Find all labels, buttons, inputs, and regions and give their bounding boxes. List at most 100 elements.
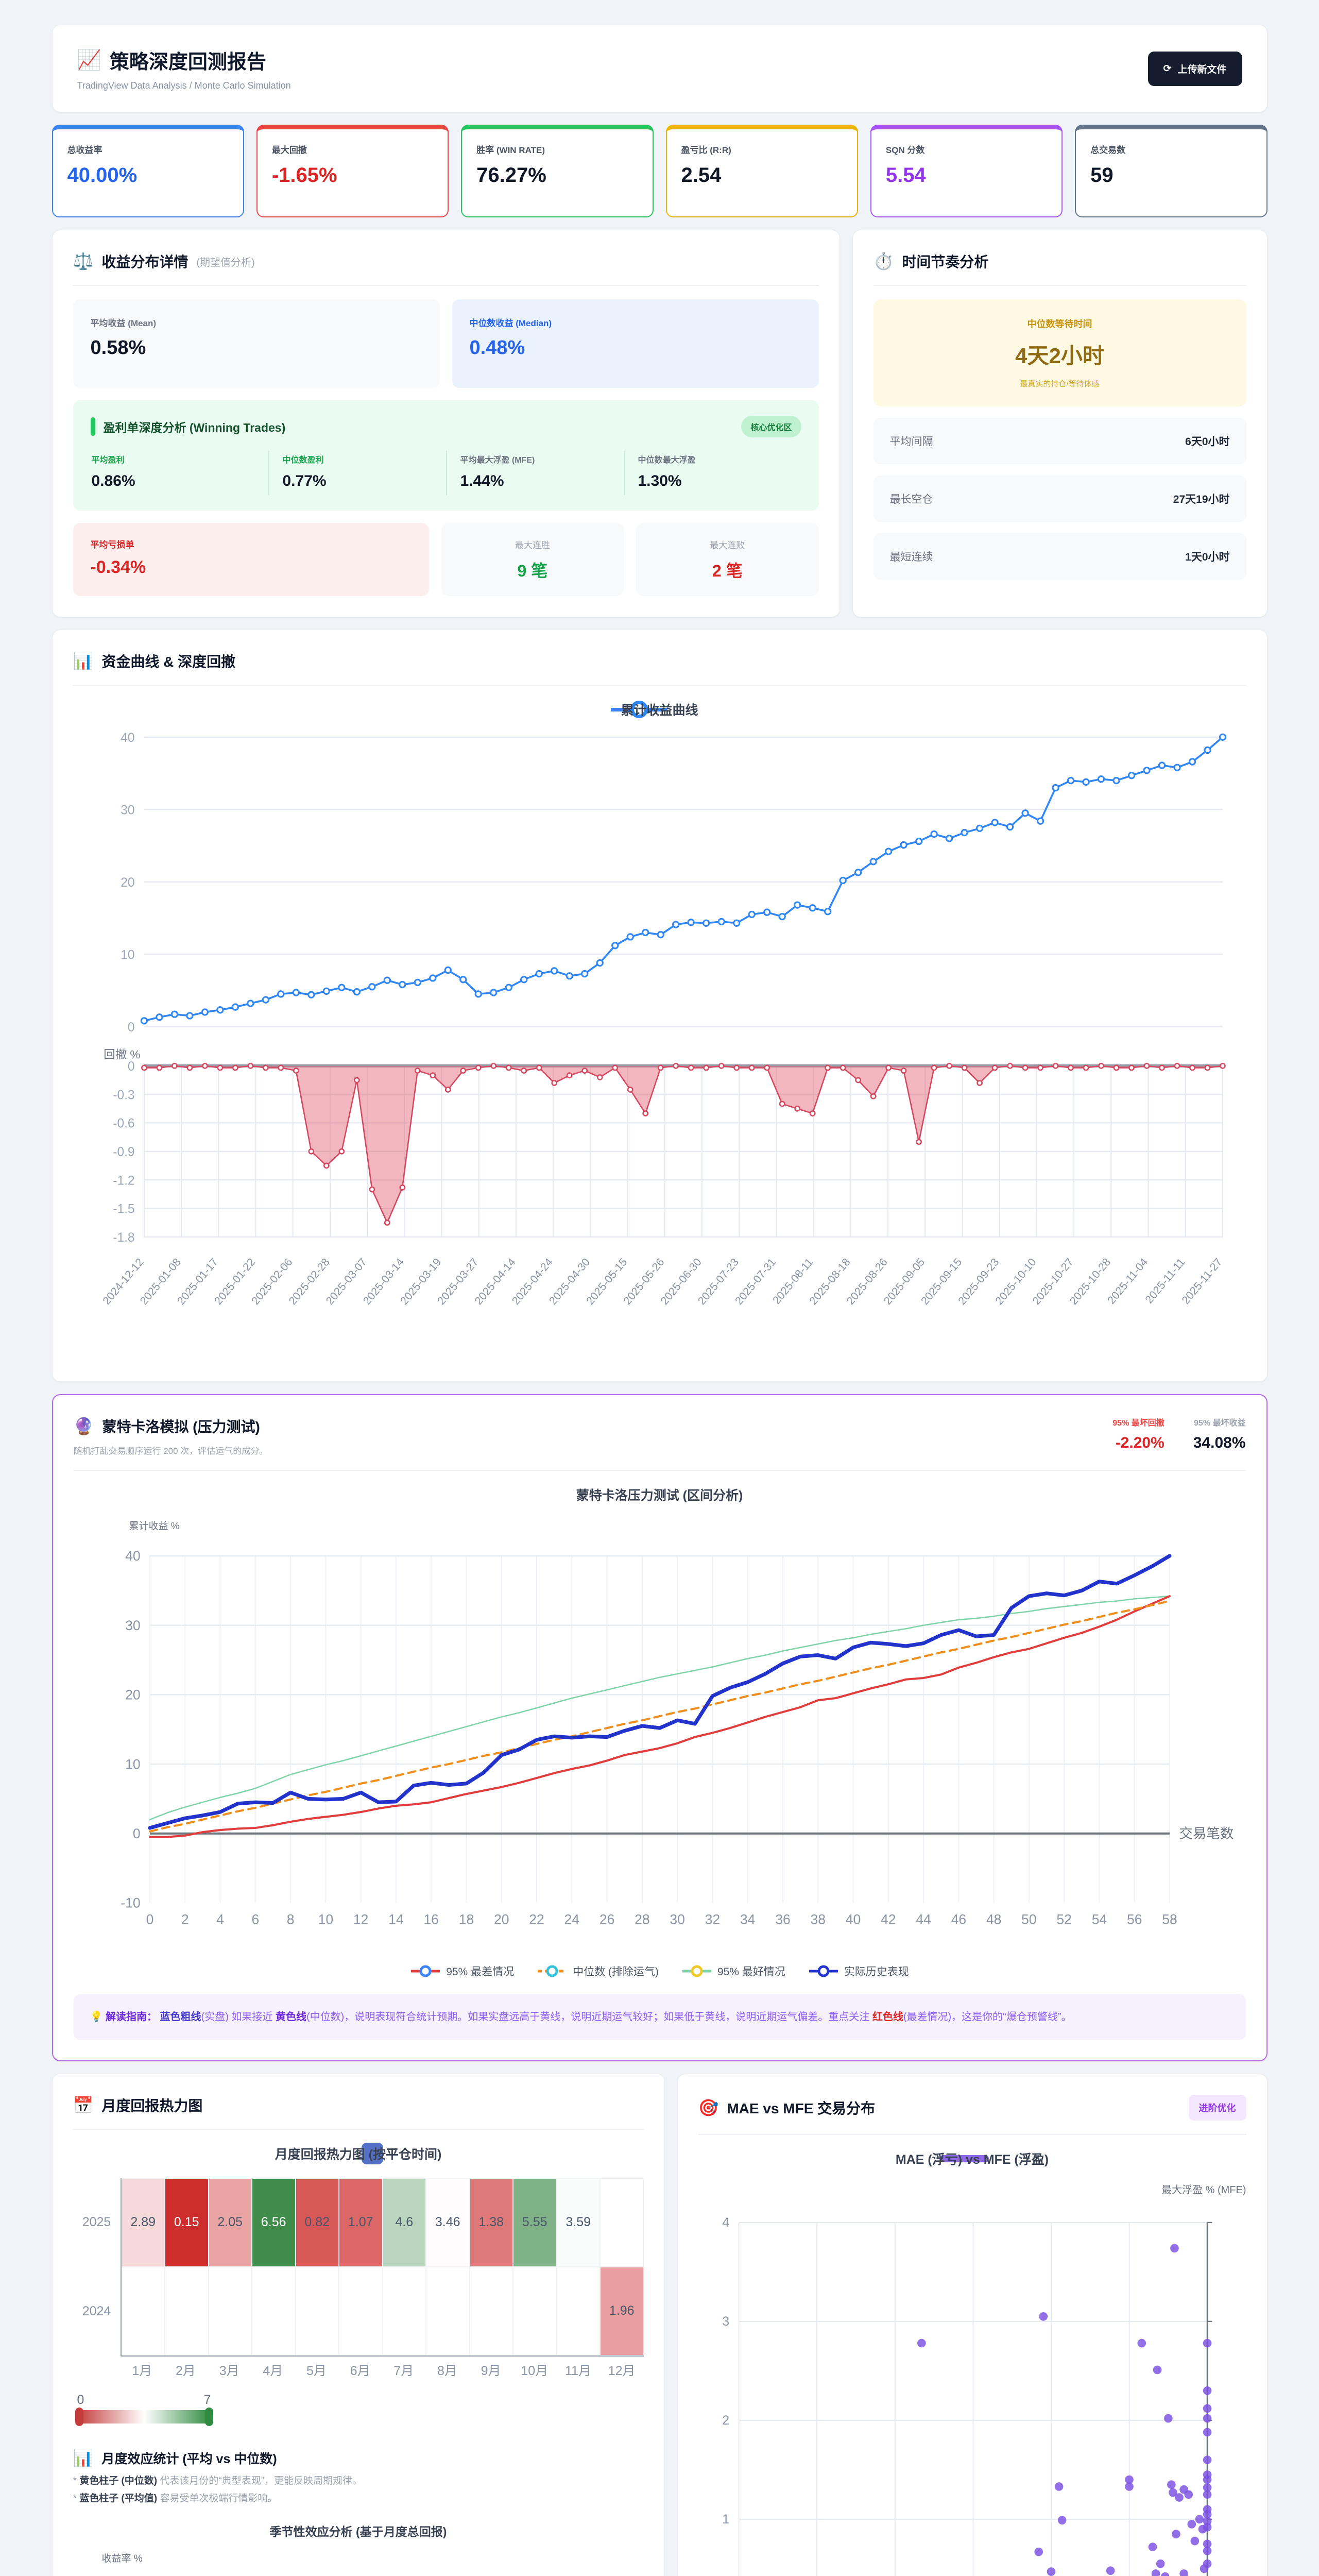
- svg-text:30: 30: [121, 803, 134, 817]
- mc-legend-item[interactable]: 实际历史表现: [808, 1963, 909, 1979]
- heatmap-cell[interactable]: [513, 2266, 557, 2355]
- max-loss-streak-tile: 最大连败 2 笔: [636, 523, 819, 596]
- mc-stat-value: -2.20%: [1115, 1434, 1164, 1452]
- kpi-value: 59: [1090, 164, 1114, 187]
- svg-text:1: 1: [722, 2512, 729, 2527]
- heatmap-year-label: 2025: [82, 2215, 111, 2230]
- upload-new-file-button[interactable]: ⟳ 上传新文件: [1147, 51, 1242, 86]
- heatmap-cell[interactable]: 0.82: [295, 2178, 339, 2267]
- svg-text:10: 10: [125, 1757, 140, 1772]
- seasonal-chart-title: 季节性效应分析 (基于月度总回报): [269, 2524, 447, 2538]
- heatmap-cell[interactable]: 6.56: [252, 2178, 296, 2267]
- distribution-card: ⚖️ 收益分布详情 (期望值分析) 平均收益 (Mean) 0.58% 中位数收…: [52, 230, 840, 617]
- heatmap-cell[interactable]: 5.55: [513, 2178, 557, 2267]
- scale-min-label: 0: [77, 2392, 84, 2407]
- mc-stat-label: 95% 最坏回撤: [1112, 1419, 1164, 1428]
- scale-handle-min[interactable]: [75, 2407, 83, 2426]
- svg-text:50: 50: [1021, 1912, 1037, 1927]
- svg-text:38: 38: [810, 1912, 826, 1927]
- seasonal-note-1: * 黄色柱子 (中位数) 代表该月份的“典型表现”，更能反映周期规律。: [73, 2475, 363, 2486]
- svg-text:0: 0: [127, 1060, 134, 1074]
- kpi-label: 总交易数: [1090, 145, 1126, 155]
- metric-value: 1.30%: [638, 472, 682, 489]
- seasonal-bar-chart: 012345672.89%1月0.15%2月2.05%3月6.56%4月0.82…: [73, 2565, 644, 2576]
- upload-button-label: 上传新文件: [1177, 64, 1227, 75]
- advanced-optimize-badge: 进阶优化: [1188, 2094, 1246, 2121]
- avg-win-metric: 平均盈利 0.86%: [91, 451, 268, 495]
- heatmap-cell[interactable]: 1.96: [600, 2266, 644, 2355]
- note-yellow-line: 黄色线: [275, 2011, 306, 2023]
- drawdown-chart: 回撤 %0-0.3-0.6-0.9-1.2-1.5-1.82024-12-122…: [100, 1048, 1226, 1307]
- svg-text:32: 32: [705, 1912, 720, 1927]
- heatmap-cell[interactable]: [208, 2266, 252, 2355]
- svg-text:10: 10: [318, 1912, 333, 1927]
- svg-text:回撤 %: 回撤 %: [104, 1048, 140, 1061]
- heatmap-cell[interactable]: 1.07: [339, 2178, 383, 2267]
- svg-text:54: 54: [1091, 1912, 1107, 1927]
- median-value: 0.48%: [469, 337, 525, 359]
- streak-value: 2 笔: [712, 561, 743, 580]
- heatmap-cell[interactable]: [295, 2266, 339, 2355]
- svg-text:46: 46: [951, 1912, 966, 1927]
- heatmap-year-label: 2024: [82, 2304, 111, 2319]
- heatmap-cell[interactable]: [165, 2266, 209, 2355]
- heatmap-cell[interactable]: 4.6: [382, 2178, 426, 2267]
- svg-text:48: 48: [986, 1912, 1001, 1927]
- kpi-max-drawdown: 最大回撤 -1.65%: [256, 125, 449, 217]
- mae-mfe-scatter-chart: -3-2.5-2-1.5-1-0.5001234最大浮亏 %: [722, 2215, 1212, 2576]
- svg-text:30: 30: [125, 1618, 140, 1633]
- heatmap-cell[interactable]: 2.89: [121, 2178, 165, 2267]
- metric-label: 平均最大浮盈 (MFE): [460, 456, 535, 465]
- row-label: 最短连续: [889, 551, 933, 563]
- row-value: 1天0小时: [1185, 551, 1230, 563]
- median-win-metric: 中位数盈利 0.77%: [268, 451, 446, 495]
- heatmap-cell[interactable]: [556, 2266, 600, 2355]
- winning-trades-panel: 盈利单深度分析 (Winning Trades) 核心优化区 平均盈利 0.86…: [73, 400, 819, 511]
- heatmap-color-scale[interactable]: 0 7: [75, 2392, 213, 2426]
- median-wait-value: 4天2小时: [1015, 344, 1104, 368]
- heatmap-cell[interactable]: [252, 2266, 296, 2355]
- heatmap-cell[interactable]: [382, 2266, 426, 2355]
- heatmap-cell[interactable]: 3.46: [426, 2178, 470, 2267]
- heatmap-cell[interactable]: 0.15: [165, 2178, 209, 2267]
- monte-carlo-card: 🔮 蒙特卡洛模拟 (压力测试) 随机打乱交易顺序运行 200 次，评估运气的成分…: [52, 1394, 1267, 2061]
- svg-text:56: 56: [1126, 1912, 1142, 1927]
- svg-text:28: 28: [635, 1912, 650, 1927]
- svg-text:-0.6: -0.6: [113, 1117, 134, 1131]
- scale-handle-max[interactable]: [204, 2407, 213, 2426]
- mc-y-axis-label: 累计收益 %: [129, 1521, 180, 1532]
- svg-text:52: 52: [1056, 1912, 1071, 1927]
- heatmap-cell[interactable]: [600, 2178, 644, 2267]
- svg-text:2: 2: [181, 1912, 189, 1927]
- mc-stat-label: 95% 最坏收益: [1194, 1419, 1246, 1428]
- heatmap-cell[interactable]: 2.05: [208, 2178, 252, 2267]
- kpi-value: 76.27%: [476, 164, 546, 187]
- heatmap-cell[interactable]: 1.38: [469, 2178, 513, 2267]
- svg-text:6: 6: [251, 1912, 259, 1927]
- avg-loss-value: -0.34%: [90, 557, 146, 577]
- mc-legend-item[interactable]: 95% 最好情况: [681, 1963, 785, 1979]
- kpi-value: -1.65%: [271, 164, 337, 187]
- equity-chart-title: 累计收益曲线: [73, 700, 1246, 719]
- heatmap-cell[interactable]: [339, 2266, 383, 2355]
- heatmap-cell[interactable]: [426, 2266, 470, 2355]
- heatmap-cell[interactable]: [469, 2266, 513, 2355]
- report-page: 📈 策略深度回测报告 TradingView Data Analysis / M…: [52, 0, 1267, 2576]
- svg-text:36: 36: [775, 1912, 790, 1927]
- mc-legend-item[interactable]: 中位数 (排除运气): [537, 1963, 659, 1979]
- svg-text:-0.3: -0.3: [113, 1089, 134, 1103]
- monte-carlo-chart: 0 2 4 6 8 10 12 14 16 18 20 22 24 26 28 30 32 34 36 38 40 42 4…: [121, 1548, 1234, 1927]
- mc-legend-item[interactable]: 95% 最差情况: [410, 1963, 514, 1979]
- heatmap-cell[interactable]: [121, 2266, 165, 2355]
- kpi-risk-reward: 盈亏比 (R:R) 2.54: [665, 125, 858, 217]
- heatmap-cell[interactable]: 3.59: [556, 2178, 600, 2267]
- scatter-legend-artifact-icon: [939, 2155, 989, 2162]
- svg-text:-1.5: -1.5: [113, 1202, 134, 1216]
- svg-text:30: 30: [670, 1912, 685, 1927]
- streak-value: 9 笔: [517, 561, 548, 580]
- report-chart-icon: 📈: [77, 49, 101, 71]
- row-label: 最长空仓: [889, 494, 933, 505]
- svg-text:26: 26: [599, 1912, 614, 1927]
- streak-label: 最大连胜: [515, 540, 550, 550]
- target-icon: 🎯: [698, 2098, 719, 2117]
